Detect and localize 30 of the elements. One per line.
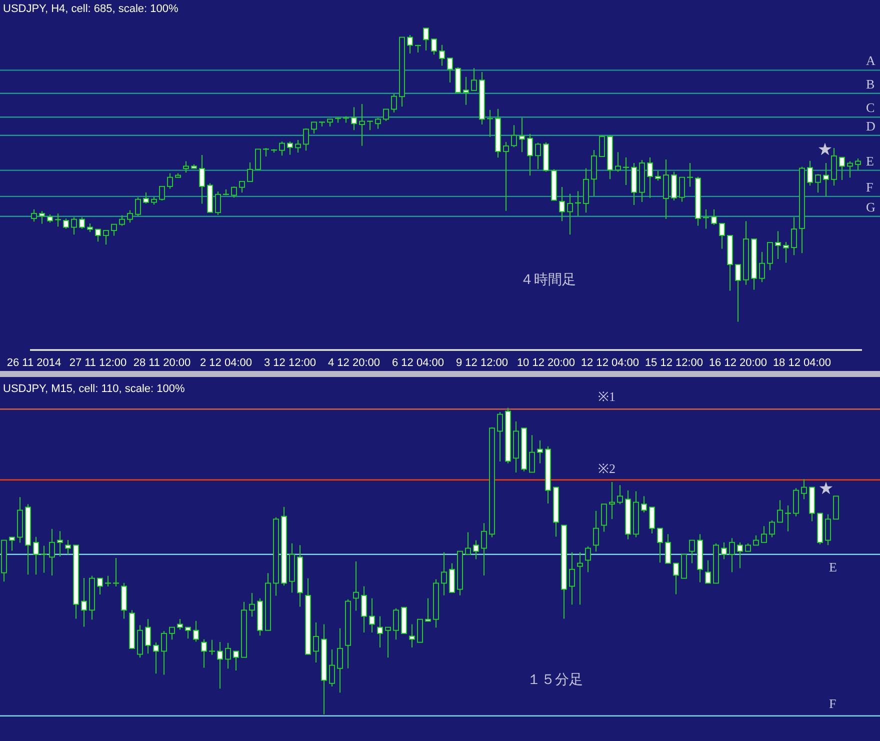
annotation: １５分足 bbox=[527, 672, 583, 688]
x-tick-label: 10 12 20:00 bbox=[516, 357, 576, 369]
x-tick-label: 26 11 2014 bbox=[6, 357, 62, 369]
x-tick-label: 3 12 12:00 bbox=[264, 357, 316, 369]
ref-line-label: E bbox=[829, 559, 837, 574]
x-tick-label: 27 11 12:00 bbox=[69, 357, 127, 369]
ref-line-label: C bbox=[866, 100, 875, 116]
x-tick-label: 2 12 04:00 bbox=[200, 357, 252, 369]
ref-line-label: ※1 bbox=[598, 389, 616, 404]
ref-line-label: B bbox=[866, 76, 875, 92]
x-tick-label: 15 12 12:00 bbox=[644, 357, 704, 369]
ref-line-label: D bbox=[866, 118, 876, 134]
annotation: ★ bbox=[817, 140, 833, 160]
chart-title: USDJPY, H4, cell: 685, scale: 100% bbox=[3, 3, 178, 15]
x-tick-label: 6 12 04:00 bbox=[392, 357, 444, 369]
ref-line-label: F bbox=[829, 696, 836, 711]
ref-line-label: A bbox=[866, 53, 876, 68]
ref-line-label: F bbox=[866, 179, 874, 194]
x-tick-label: 12 12 04:00 bbox=[580, 357, 640, 369]
annotation: ★ bbox=[818, 479, 834, 499]
x-tick-label: 28 11 20:00 bbox=[133, 357, 191, 369]
ref-line-label: G bbox=[866, 199, 876, 214]
ref-line-label: E bbox=[866, 153, 874, 168]
chart-title: USDJPY, M15, cell: 110, scale: 100% bbox=[3, 383, 186, 395]
x-tick-label: 9 12 12:00 bbox=[456, 357, 508, 369]
ref-line-label: ※2 bbox=[598, 460, 616, 476]
annotation: ４時間足 bbox=[520, 272, 576, 288]
x-tick-label: 18 12 04:00 bbox=[772, 357, 832, 369]
x-tick-label: 4 12 20:00 bbox=[328, 357, 380, 369]
x-tick-label: 16 12 20:00 bbox=[708, 357, 768, 369]
